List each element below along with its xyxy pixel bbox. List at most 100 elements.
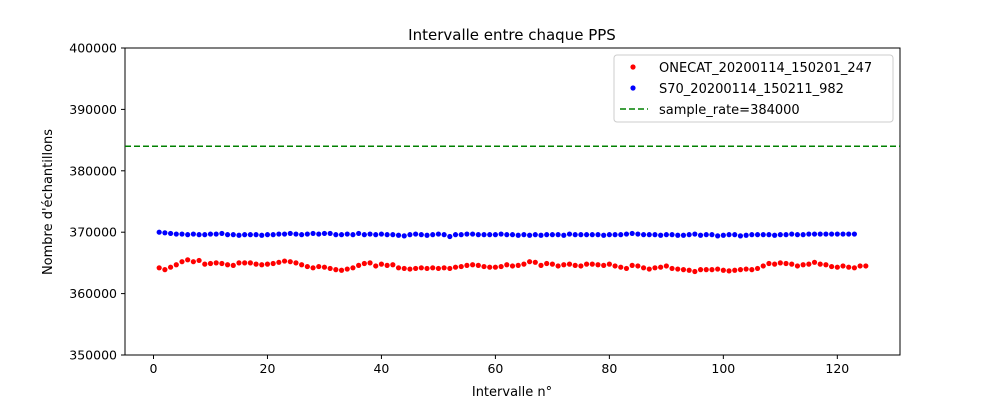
legend-label-sample-rate: sample_rate=384000	[659, 103, 800, 118]
data-point	[327, 265, 333, 272]
data-point	[527, 259, 533, 265]
data-point	[589, 232, 595, 238]
data-point	[789, 231, 795, 237]
data-point	[783, 232, 789, 238]
data-point	[190, 231, 196, 237]
data-point	[299, 232, 305, 238]
data-point	[640, 265, 647, 271]
data-point	[213, 260, 219, 266]
data-point	[544, 232, 550, 238]
data-point	[156, 229, 162, 235]
data-point	[281, 258, 288, 264]
data-point	[190, 259, 196, 265]
data-point	[726, 268, 732, 274]
data-point	[424, 232, 430, 238]
data-point	[572, 262, 578, 268]
series-s70	[156, 229, 858, 240]
data-point	[527, 232, 533, 238]
data-point	[760, 263, 766, 269]
data-point	[287, 230, 293, 237]
data-point	[361, 232, 367, 238]
data-point	[475, 262, 481, 268]
data-point	[834, 264, 840, 270]
data-point	[538, 262, 544, 268]
data-point	[236, 260, 242, 266]
data-point	[749, 267, 755, 273]
data-point	[316, 231, 322, 237]
y-axis-label: Nombre d'échantillons	[41, 129, 56, 275]
data-point	[481, 232, 487, 238]
data-point	[555, 263, 561, 269]
data-point	[851, 265, 858, 271]
data-point	[213, 231, 219, 237]
data-point	[783, 260, 789, 267]
data-point	[772, 261, 778, 267]
data-point	[829, 231, 835, 237]
data-point	[846, 231, 852, 237]
legend-label-s70: S70_20200114_150211_982	[659, 82, 844, 97]
data-point	[498, 263, 504, 270]
data-point	[811, 231, 818, 237]
data-point	[162, 230, 168, 236]
data-point	[447, 265, 453, 272]
data-point	[829, 263, 835, 270]
data-point	[281, 231, 288, 237]
y-tick-label: 360000	[69, 286, 117, 301]
data-point	[173, 262, 179, 268]
x-tick-label: 60	[487, 361, 503, 376]
data-point	[578, 263, 584, 269]
data-point	[327, 230, 333, 237]
data-point	[566, 231, 573, 237]
data-point	[851, 231, 858, 237]
series-onecat	[156, 257, 869, 275]
data-point	[185, 257, 191, 263]
data-point	[316, 263, 322, 270]
data-point	[709, 267, 715, 273]
data-point	[242, 232, 248, 238]
y-tick-label: 380000	[69, 163, 117, 178]
data-point	[595, 232, 601, 238]
data-point	[470, 262, 476, 268]
data-point	[595, 262, 601, 268]
data-point	[458, 263, 464, 270]
data-point	[720, 267, 726, 273]
data-point	[361, 260, 367, 267]
data-point	[304, 263, 310, 270]
data-point	[766, 232, 772, 238]
data-point	[430, 232, 436, 238]
y-tick-label: 390000	[69, 102, 117, 117]
data-point	[401, 233, 407, 239]
data-point	[321, 230, 328, 237]
data-point	[167, 264, 174, 270]
data-point	[817, 261, 823, 267]
data-point	[578, 232, 584, 238]
data-point	[749, 232, 755, 238]
data-point	[338, 267, 345, 273]
data-point	[173, 231, 179, 237]
data-point	[680, 232, 687, 238]
legend-label-onecat: ONECAT_20200114_150201_247	[659, 61, 872, 76]
legend-marker-s70	[630, 85, 636, 91]
data-point	[167, 230, 174, 237]
x-tick-label: 40	[373, 361, 389, 376]
data-point	[196, 257, 202, 264]
data-point	[623, 265, 630, 272]
data-point	[663, 263, 669, 269]
data-point	[253, 232, 259, 238]
x-tick-label: 20	[260, 361, 276, 376]
data-point	[395, 232, 402, 238]
data-point	[196, 232, 202, 238]
data-point	[686, 267, 692, 273]
data-point	[675, 232, 681, 238]
data-point	[413, 265, 419, 272]
data-point	[606, 232, 612, 238]
data-point	[794, 232, 801, 238]
data-point	[720, 232, 726, 238]
data-point	[390, 262, 396, 268]
data-point	[509, 263, 516, 269]
x-tick-label: 120	[825, 361, 849, 376]
data-point	[544, 260, 550, 267]
data-point	[270, 232, 276, 238]
data-point	[435, 265, 442, 272]
